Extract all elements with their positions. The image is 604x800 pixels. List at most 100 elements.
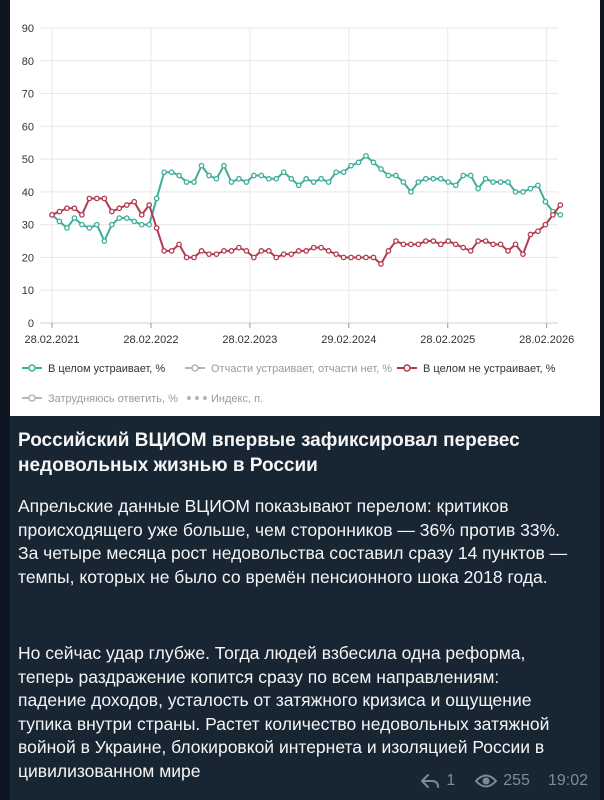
data-point — [116, 205, 123, 212]
line-chart: 0 10 20 30 40 50 60 70 80 90 28.02.2021 28.02.2022 2… — [22, 23, 574, 405]
data-point — [408, 241, 414, 248]
data-point — [535, 182, 541, 189]
data-point — [64, 205, 70, 212]
legend-marker — [195, 396, 199, 400]
views-count: 255 — [503, 772, 530, 789]
data-point — [101, 238, 108, 244]
data-point — [363, 254, 369, 261]
data-point — [258, 248, 265, 254]
data-point — [265, 248, 272, 254]
data-point — [527, 185, 534, 192]
data-point — [348, 254, 354, 261]
data-point — [497, 179, 504, 185]
data-point — [325, 179, 332, 185]
data-point — [505, 179, 511, 185]
data-point — [71, 215, 78, 221]
data-point — [310, 244, 317, 251]
y-tick-label: 60 — [22, 121, 34, 133]
data-point — [295, 182, 302, 189]
data-point — [475, 185, 481, 192]
data-point — [273, 175, 280, 182]
data-point — [213, 251, 220, 258]
legend-marker — [203, 396, 207, 400]
data-point — [363, 152, 369, 159]
data-point — [265, 175, 272, 182]
data-point — [355, 254, 362, 261]
data-point — [213, 175, 220, 182]
data-point — [452, 182, 459, 189]
data-point — [295, 248, 302, 254]
data-point — [228, 248, 235, 254]
data-point — [251, 172, 257, 179]
legend-label: Затрудняюсь ответить, % — [48, 393, 178, 405]
data-point — [557, 211, 564, 218]
data-point — [191, 254, 197, 261]
data-point — [288, 175, 295, 182]
data-point — [535, 228, 541, 235]
data-point — [378, 166, 384, 172]
message-time: 19:02 — [547, 772, 588, 789]
data-point — [512, 189, 519, 195]
y-tick-label: 80 — [22, 56, 34, 68]
y-tick-label: 30 — [22, 220, 34, 232]
data-point — [236, 244, 242, 251]
data-point — [198, 162, 205, 169]
data-point — [243, 179, 250, 185]
data-point — [176, 172, 182, 179]
data-point — [303, 175, 310, 182]
data-point — [71, 205, 78, 212]
data-point — [422, 175, 429, 182]
data-point — [415, 179, 422, 185]
data-point — [437, 175, 444, 182]
data-point — [79, 221, 85, 228]
legend-marker — [187, 396, 191, 400]
data-point — [445, 179, 452, 185]
data-point — [251, 254, 257, 261]
data-point — [288, 251, 295, 258]
data-point — [161, 248, 167, 254]
legend-marker — [28, 364, 36, 372]
y-tick-label: 20 — [22, 252, 34, 264]
data-point — [303, 248, 310, 254]
data-point — [467, 172, 474, 179]
data-point — [340, 169, 347, 176]
data-point — [280, 169, 287, 176]
post-paragraph-1: Апрельские данные ВЦИОМ показывают перел… — [18, 496, 568, 587]
x-tick-label: 28.02.2022 — [123, 334, 178, 346]
data-point — [123, 215, 130, 221]
y-tick-label: 0 — [28, 318, 34, 330]
data-point — [318, 244, 324, 251]
x-tick-label: 28.02.2026 — [519, 334, 574, 346]
data-point — [333, 251, 339, 258]
legend-label: Индекс, п. — [211, 393, 263, 405]
data-point — [146, 202, 153, 208]
data-point — [490, 179, 496, 185]
data-point — [505, 248, 511, 254]
data-point — [116, 215, 123, 221]
data-point — [161, 169, 167, 176]
data-point — [378, 261, 384, 267]
data-point — [138, 221, 145, 228]
data-point — [460, 172, 467, 179]
data-point — [101, 195, 108, 202]
data-point — [370, 159, 377, 166]
data-point — [408, 189, 414, 195]
y-tick-label: 70 — [22, 89, 34, 101]
data-point — [310, 179, 317, 185]
data-point — [79, 211, 85, 218]
data-point — [280, 251, 287, 258]
series-line — [51, 197, 562, 265]
chart-image[interactable]: 0 10 20 30 40 50 60 70 80 90 28.02.2021 28.02.2022 2… — [10, 0, 600, 416]
share-arrow-icon[interactable] — [420, 773, 440, 789]
data-point — [56, 208, 63, 215]
data-point — [527, 231, 534, 238]
data-point — [400, 241, 407, 248]
data-point — [131, 218, 138, 225]
data-point — [86, 225, 93, 231]
data-point — [437, 241, 444, 248]
data-point — [542, 198, 549, 205]
data-point — [191, 179, 197, 185]
legend-label: В целом не устраивает, % — [423, 363, 556, 375]
data-point — [108, 221, 115, 228]
data-point — [94, 195, 100, 202]
